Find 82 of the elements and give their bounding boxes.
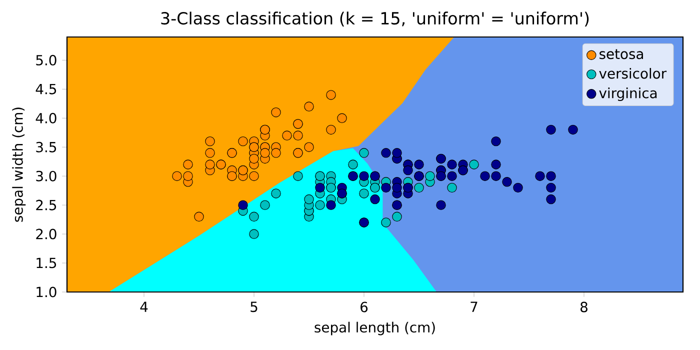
point (205, 148, 215, 158)
point (370, 194, 380, 204)
legend-label: virginica (599, 88, 657, 102)
point (502, 177, 512, 187)
point (326, 90, 336, 100)
point (447, 160, 457, 170)
point (546, 124, 556, 135)
point (293, 171, 303, 181)
y-tick-label: 1.0 (36, 286, 56, 298)
x-tick-label: 4 (140, 302, 148, 312)
point (414, 160, 424, 170)
point (491, 160, 501, 170)
y-tick-label: 5.0 (36, 54, 56, 66)
point (359, 171, 369, 181)
x-tick-label: 8 (580, 302, 588, 312)
point (381, 182, 391, 193)
point (304, 194, 314, 204)
point (359, 188, 369, 198)
point (546, 182, 556, 193)
point (447, 171, 457, 181)
y-tick-label: 1.5 (36, 258, 56, 268)
point (403, 165, 413, 176)
point (535, 171, 545, 181)
point (392, 148, 402, 158)
x-tick-label: 6 (360, 302, 368, 312)
point (480, 171, 490, 181)
point (205, 160, 215, 170)
y-tick-label: 4.0 (36, 112, 56, 124)
point (260, 200, 270, 210)
point (436, 200, 446, 210)
point (271, 107, 281, 118)
point (271, 188, 281, 198)
point (249, 212, 259, 222)
point (183, 160, 193, 170)
point (238, 136, 248, 146)
point (293, 130, 303, 140)
point (326, 124, 336, 135)
point (315, 182, 325, 193)
point (513, 182, 523, 193)
point (381, 218, 391, 228)
legend-label: setosa (600, 49, 643, 60)
point (546, 171, 556, 181)
point (315, 200, 325, 210)
point (469, 160, 479, 170)
point (447, 182, 457, 193)
point (337, 113, 347, 123)
point (392, 212, 402, 222)
point (359, 148, 369, 158)
point (238, 200, 248, 210)
point (194, 212, 204, 222)
point (249, 171, 259, 181)
y-tick-label: 4.5 (36, 84, 56, 94)
legend-label: versicolor (599, 68, 667, 79)
point (348, 160, 358, 170)
y-axis-title: sepal width (cm) (12, 108, 26, 222)
y-tick-label: 3.5 (36, 142, 56, 152)
point (381, 148, 391, 158)
point (304, 142, 314, 152)
y-tick-label: 2.0 (36, 228, 56, 240)
point (172, 171, 182, 181)
x-axis-title: sepal length (cm) (314, 322, 435, 336)
point (282, 130, 292, 140)
x-tick-label: 5 (250, 302, 258, 312)
point (425, 171, 435, 181)
point (491, 171, 501, 181)
point (183, 171, 193, 181)
point (392, 182, 402, 193)
point (271, 148, 281, 158)
point (249, 229, 259, 239)
point (568, 124, 578, 135)
x-tick-label: 7 (470, 302, 478, 312)
point (491, 136, 501, 146)
point (546, 194, 556, 204)
point (414, 182, 424, 193)
y-tick-label: 3.0 (36, 170, 56, 182)
point (260, 148, 270, 158)
point (326, 200, 336, 210)
point (205, 136, 215, 146)
chart-title: 3-Class classification (k = 15, 'uniform' = 'uniform') (161, 12, 589, 27)
y-tick-label: 2.5 (36, 200, 56, 210)
point (304, 102, 314, 112)
point (249, 154, 259, 164)
